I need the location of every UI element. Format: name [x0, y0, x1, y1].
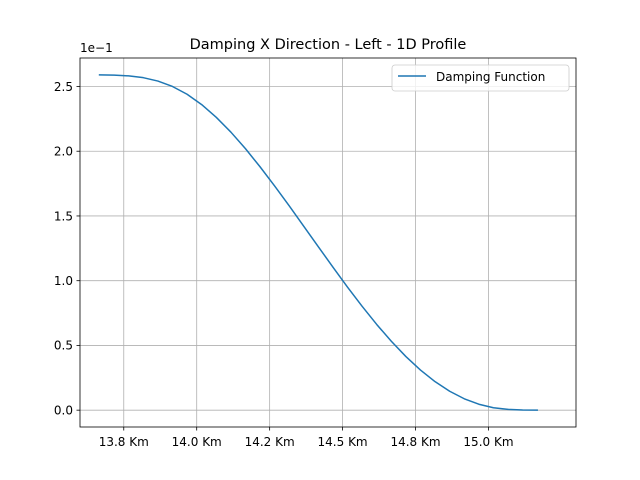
x-tick-label: 15.0 Km	[463, 435, 513, 449]
y-tick-label: 2.5	[54, 80, 73, 94]
x-axis: 13.8 Km 14.0 Km 14.2 Km 14.5 Km 14.8 Km 15.0 …	[99, 427, 514, 449]
y-tick-label: 1.0	[54, 274, 73, 288]
legend-box	[391, 64, 570, 92]
legend: Damping Function	[391, 64, 570, 92]
x-tick-label: 13.8 Km	[99, 435, 149, 449]
y-offset-label: 1e−1	[80, 41, 113, 55]
y-axis: 0.0 0.5 1.0 1.5 2.0 2.5	[54, 80, 80, 417]
axes-frame	[79, 57, 577, 428]
x-tick-label: 14.0 Km	[172, 435, 222, 449]
x-tick-label: 14.8 Km	[390, 435, 440, 449]
y-tick-label: 2.0	[54, 145, 73, 159]
plot-area	[98, 74, 538, 411]
grid	[80, 58, 576, 427]
chart-title: Damping X Direction - Left - 1D Profile	[190, 37, 467, 53]
series-line-0	[98, 74, 538, 411]
x-tick-label: 14.5 Km	[318, 435, 368, 449]
x-tick-label: 14.2 Km	[245, 435, 295, 449]
y-tick-label: 1.5	[54, 209, 73, 223]
legend-label: Damping Function	[436, 70, 545, 84]
y-tick-label: 0.0	[54, 403, 73, 417]
y-tick-label: 0.5	[54, 339, 73, 353]
